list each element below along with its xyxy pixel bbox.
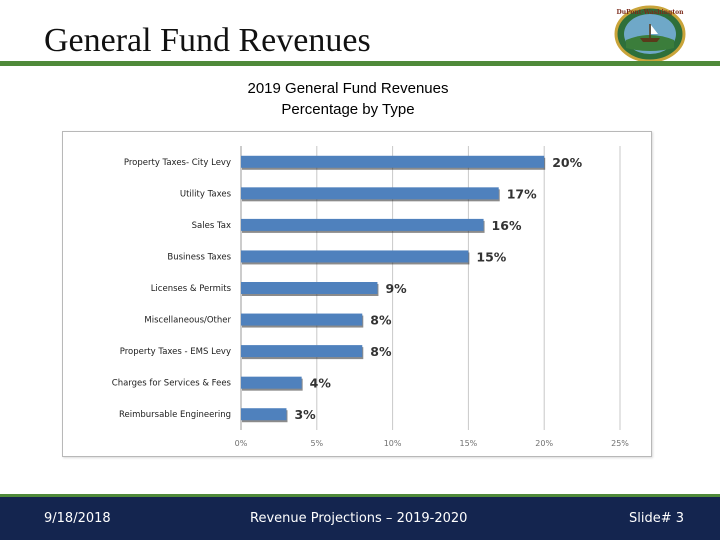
bar [241, 376, 302, 389]
bar [241, 313, 363, 326]
bar-chart: 0% 5% 10% 15% 20% 25% Property Taxes- City Lev… [112, 146, 629, 448]
bar [241, 218, 484, 231]
svg-text:DuPont·Washington: DuPont·Washington [617, 9, 685, 16]
category-label: Miscellaneous/Other [144, 316, 231, 326]
chart-title: 2019 General Fund Revenues [247, 80, 449, 97]
x-tick-label: 10% [384, 439, 402, 448]
category-label: Charges for Services & Fees [112, 379, 232, 389]
bar [241, 187, 499, 200]
data-label: 17% [507, 186, 537, 201]
data-label: 20% [552, 155, 582, 170]
data-label: 9% [385, 281, 407, 296]
footer-bar: 9/18/2018 Revenue Projections – 2019-202… [0, 497, 720, 540]
bar [241, 345, 363, 358]
title-divider [0, 61, 720, 66]
data-label: 8% [370, 313, 392, 328]
bar [241, 408, 287, 421]
category-label: Business Taxes [167, 252, 231, 262]
footer-presentation-title: Revenue Projections – 2019-2020 [250, 511, 468, 526]
category-label: Reimbursable Engineering [119, 410, 231, 420]
data-label: 16% [492, 218, 522, 233]
bar [241, 250, 469, 263]
chart-frame: 0% 5% 10% 15% 20% 25% Property Taxes- City Lev… [62, 131, 652, 457]
category-label: Utility Taxes [180, 189, 232, 199]
bar [241, 282, 378, 294]
city-logo: DuPont·Washington [614, 5, 686, 63]
footer-divider [0, 494, 720, 497]
category-label: Sales Tax [192, 221, 231, 231]
slide-title: General Fund Revenues [44, 22, 371, 59]
category-label: Property Taxes - EMS Levy [120, 347, 231, 357]
x-tick-label: 15% [460, 439, 478, 448]
bar [241, 155, 545, 168]
x-tick-label: 20% [535, 439, 553, 448]
data-label: 8% [370, 344, 392, 359]
data-label: 3% [294, 407, 316, 422]
data-label: 15% [476, 249, 506, 264]
footer-date: 9/18/2018 [44, 511, 111, 526]
data-label: 4% [310, 376, 332, 391]
x-tick-label: 25% [611, 439, 629, 448]
chart-subtitle: Percentage by Type [281, 101, 415, 118]
x-tick-label: 5% [310, 439, 323, 448]
footer-slide-number: Slide# 3 [628, 511, 684, 526]
category-label: Licenses & Permits [151, 284, 232, 294]
category-label: Property Taxes- City Levy [124, 158, 231, 168]
x-tick-label: 0% [235, 439, 248, 448]
